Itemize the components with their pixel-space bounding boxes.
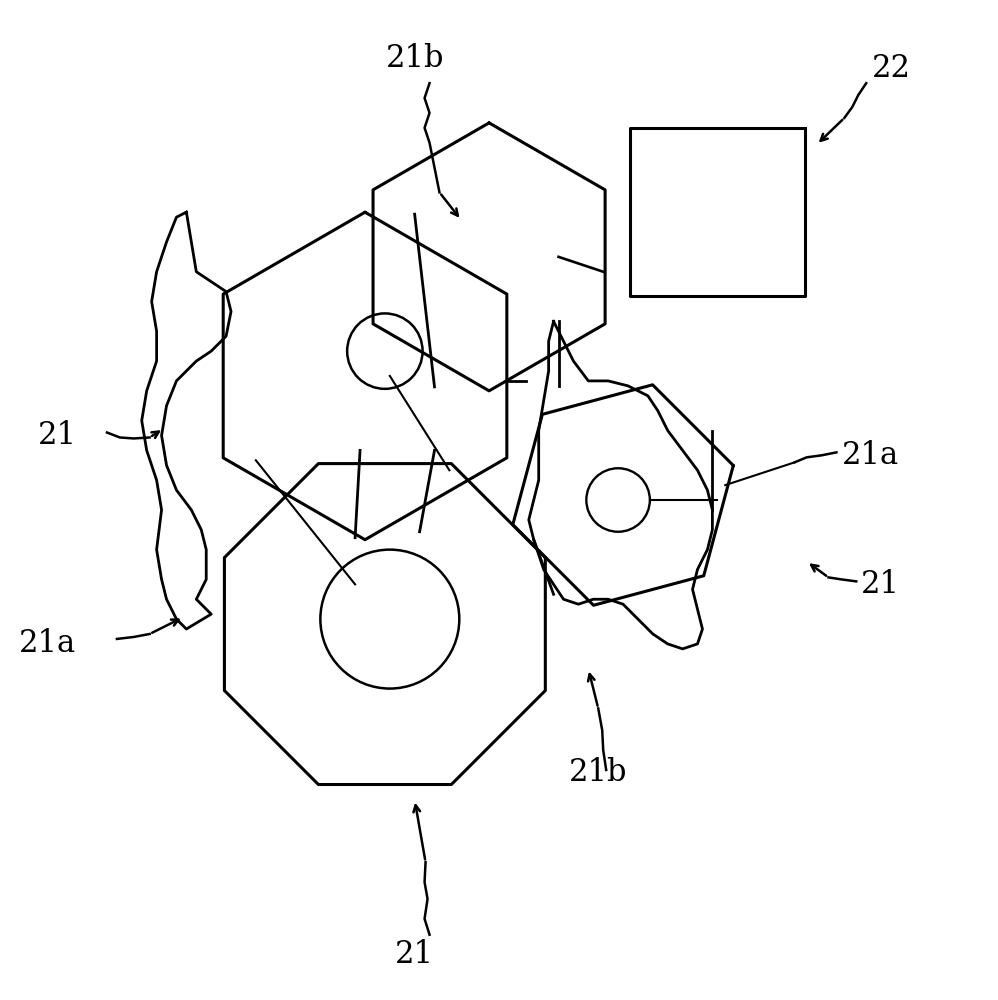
Text: 21a: 21a bbox=[19, 628, 76, 659]
Text: 22: 22 bbox=[871, 53, 910, 84]
Text: 21a: 21a bbox=[841, 440, 898, 471]
Text: 21: 21 bbox=[861, 569, 900, 600]
Text: 21b: 21b bbox=[385, 43, 444, 74]
Text: 21: 21 bbox=[395, 939, 434, 970]
Text: 21: 21 bbox=[38, 420, 77, 451]
Text: 21b: 21b bbox=[569, 757, 628, 788]
